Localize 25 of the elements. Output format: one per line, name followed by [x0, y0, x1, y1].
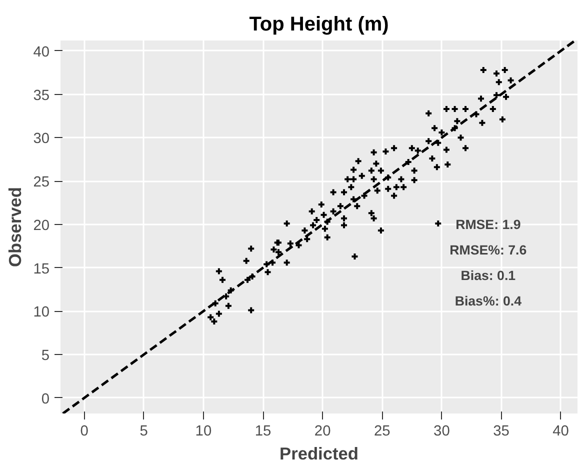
- x-tick-label: 5: [140, 424, 148, 440]
- annotation: RMSE: 1.9: [456, 216, 521, 232]
- x-tick-label: 35: [493, 424, 510, 440]
- y-tick-label: 15: [33, 261, 50, 278]
- annotation: RMSE%: 7.6: [450, 242, 527, 258]
- x-tick-label: 10: [195, 424, 212, 440]
- x-tick-label: 30: [434, 424, 450, 440]
- y-tick-label: 30: [33, 131, 50, 148]
- x-tick-label: 0: [80, 424, 88, 440]
- y-axis-title: Observed: [5, 187, 26, 267]
- y-tick-label: 40: [33, 44, 50, 60]
- x-tick-label: 25: [374, 424, 390, 440]
- y-tick-label: 10: [33, 304, 50, 321]
- y-tick-label: 35: [33, 88, 50, 104]
- y-tick-label: 5: [41, 348, 50, 364]
- y-tick-label: 20: [33, 218, 50, 234]
- annotation: Bias%: 0.4: [454, 294, 522, 309]
- x-tick-label: 40: [552, 424, 569, 440]
- annotation: Bias: 0.1: [460, 268, 516, 284]
- x-tick-label: 15: [254, 424, 272, 440]
- y-tick-label: 25: [33, 174, 50, 191]
- x-axis-title: Predicted: [280, 444, 358, 464]
- y-tick-label: 0: [41, 391, 50, 408]
- chart-title: Top Height (m): [249, 14, 389, 36]
- x-tick-label: 20: [314, 424, 331, 440]
